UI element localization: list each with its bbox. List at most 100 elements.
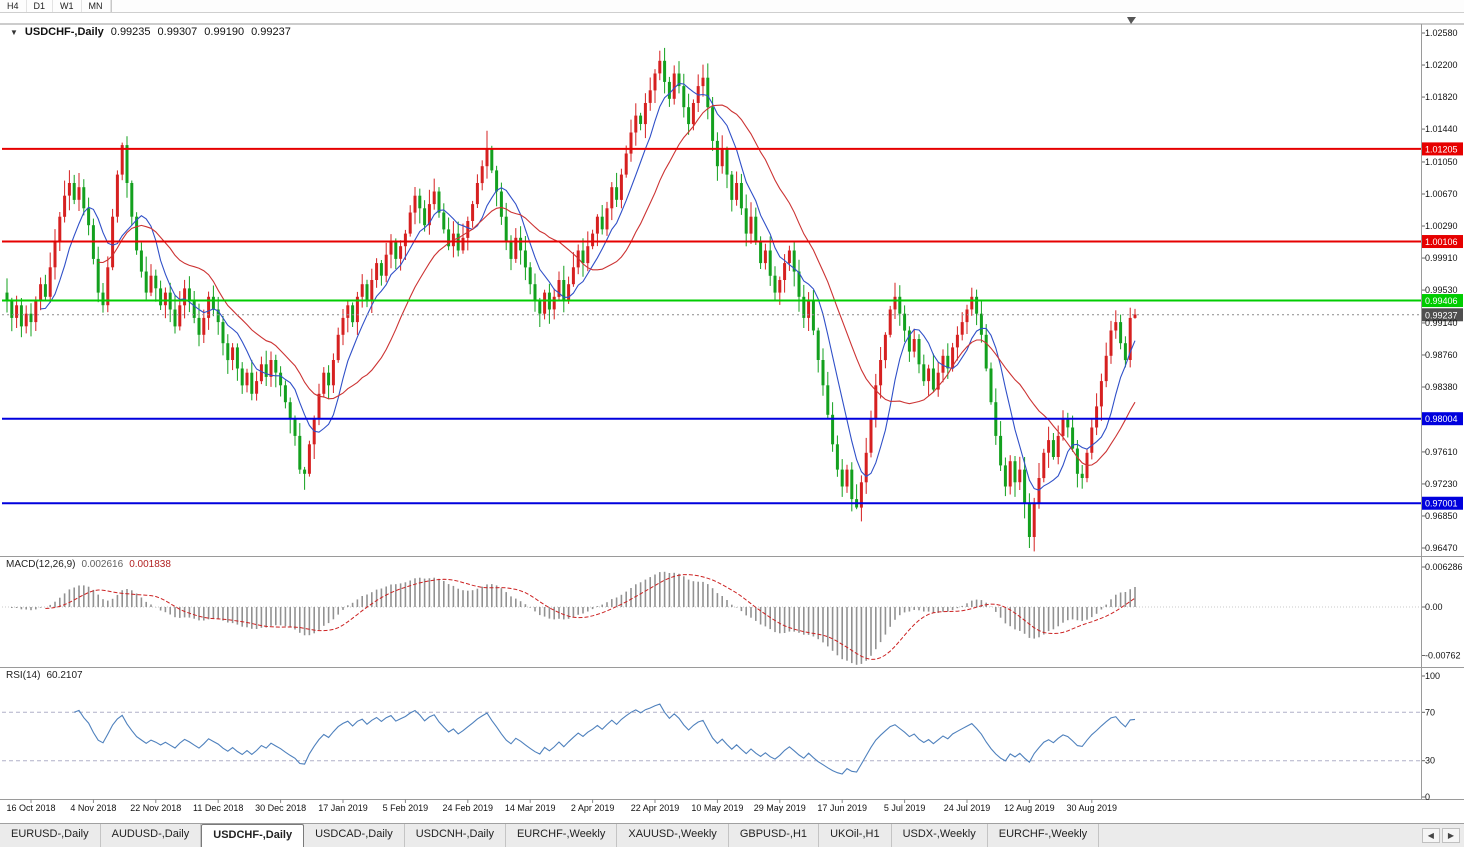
- price-tick-label: 1.00670: [1425, 189, 1458, 199]
- candle-body: [581, 250, 585, 264]
- chart-tab-eurchf-weekly[interactable]: EURCHF-,Weekly: [506, 824, 618, 847]
- candle-body: [139, 250, 143, 272]
- candle-body: [5, 292, 9, 301]
- date-label: 29 May 2019: [754, 803, 806, 813]
- chart-tab-usdcad-daily[interactable]: USDCAD-,Daily: [304, 824, 405, 847]
- candle-body: [682, 86, 686, 108]
- chart-tab-usdx-weekly[interactable]: USDX-,Weekly: [892, 824, 988, 847]
- candle-body: [144, 271, 148, 293]
- candle-body: [725, 149, 729, 175]
- candle-body: [63, 195, 67, 217]
- chart-tab-usdcnh-daily[interactable]: USDCNH-,Daily: [405, 824, 506, 847]
- candle-body: [322, 372, 326, 394]
- candle-body: [519, 237, 523, 251]
- price-tick-label: 0.98380: [1425, 382, 1458, 392]
- candle-body: [927, 368, 931, 382]
- candle-body: [941, 355, 945, 373]
- candle-body: [975, 296, 979, 314]
- candle-body: [648, 90, 652, 103]
- tab-navigation: ◀ ▶: [1421, 824, 1464, 847]
- candle-body: [1047, 440, 1051, 453]
- autoscroll-marker-icon: [1127, 17, 1136, 24]
- rsi-indicator-label: RSI(14) 60.2107: [6, 670, 83, 681]
- date-label: 14 Mar 2019: [505, 803, 556, 813]
- price-tick-label: 1.01050: [1425, 157, 1458, 167]
- level-price-label: 1.00106: [1425, 237, 1458, 247]
- timeframe-button-mn[interactable]: MN: [82, 0, 111, 12]
- candle-body: [1109, 330, 1113, 356]
- candle-body: [504, 216, 508, 242]
- candle-body: [461, 237, 465, 251]
- candle-body: [826, 385, 830, 415]
- candle-body: [739, 183, 743, 209]
- candle-body: [595, 216, 599, 234]
- candle-body: [231, 347, 235, 360]
- level-price-label: 0.99406: [1425, 296, 1458, 306]
- timeframe-button-d1[interactable]: D1: [27, 0, 54, 12]
- candle-body: [216, 309, 220, 323]
- candle-body: [125, 145, 129, 183]
- candle-body: [29, 313, 33, 323]
- candle-body: [701, 77, 705, 87]
- one-click-trading-icon[interactable]: ▼: [10, 27, 18, 37]
- candle-body: [768, 250, 772, 276]
- candle-body: [120, 145, 124, 175]
- candle-body: [735, 183, 739, 200]
- candle-body: [984, 334, 988, 369]
- macd-tick-label: 0.00: [1425, 602, 1443, 612]
- candle-body: [240, 368, 244, 386]
- candle-body: [1018, 469, 1022, 483]
- chart-tab-ukoil-h1[interactable]: UKOil-,H1: [819, 824, 892, 847]
- candle-body: [965, 309, 969, 323]
- candle-body: [922, 364, 926, 382]
- candle-body: [509, 242, 513, 259]
- candle-body: [389, 242, 393, 255]
- candle-body: [24, 313, 28, 327]
- price-tick-label: 1.01440: [1425, 124, 1458, 134]
- candle-body: [562, 280, 566, 302]
- candle-body: [115, 174, 119, 217]
- chart-tab-gbpusd-h1[interactable]: GBPUSD-,H1: [729, 824, 820, 847]
- chart-tab-eurusd-daily[interactable]: EURUSD-,Daily: [0, 824, 101, 847]
- timeframe-button-h4[interactable]: H4: [0, 0, 27, 12]
- candle-body: [499, 191, 503, 217]
- candle-body: [303, 469, 307, 474]
- candle-body: [763, 250, 767, 264]
- candle-body: [475, 183, 479, 205]
- candle-body: [341, 317, 345, 335]
- candle-body: [639, 115, 643, 124]
- date-label: 30 Aug 2019: [1067, 803, 1118, 813]
- candle-body: [418, 195, 422, 209]
- chart-tab-eurchf-weekly[interactable]: EURCHF-,Weekly: [988, 824, 1100, 847]
- candle-body: [615, 187, 619, 200]
- candle-body: [355, 296, 359, 323]
- macd-name: MACD(12,26,9): [6, 559, 76, 570]
- candle-body: [34, 301, 38, 323]
- tabs-scroll-right-button[interactable]: ▶: [1441, 828, 1460, 843]
- current-price-label: 0.99237: [1425, 310, 1458, 320]
- candle-body: [859, 482, 863, 508]
- rsi-tick-label: 100: [1425, 671, 1440, 681]
- timeframe-button-group: H4 D1 W1 MN: [0, 0, 112, 12]
- candle-body: [351, 305, 355, 323]
- date-label: 5 Feb 2019: [383, 803, 429, 813]
- date-label: 12 Aug 2019: [1004, 803, 1055, 813]
- candle-body: [979, 313, 983, 335]
- tabs-scroll-left-button[interactable]: ◀: [1421, 828, 1440, 843]
- chart-tab-usdchf-daily[interactable]: USDCHF-,Daily: [201, 824, 305, 847]
- candle-body: [1095, 406, 1099, 428]
- macd-signal-value: 0.001838: [129, 559, 171, 570]
- candle-body: [903, 313, 907, 331]
- chart-tab-xauusd-weekly[interactable]: XAUUSD-,Weekly: [617, 824, 729, 847]
- ohlc-low: 0.99190: [204, 26, 245, 38]
- candle-body: [485, 149, 489, 167]
- candle-body: [1056, 435, 1060, 457]
- timeframe-button-w1[interactable]: W1: [53, 0, 82, 12]
- candle-body: [802, 296, 806, 318]
- chart-tab-audusd-daily[interactable]: AUDUSD-,Daily: [101, 824, 202, 847]
- candle-body: [610, 187, 614, 209]
- chart-canvas[interactable]: 1.01205 1.00106 0.99406 0.98004 0.97001 0.992…: [0, 13, 1464, 823]
- candle-body: [946, 355, 950, 369]
- candle-body: [744, 208, 748, 234]
